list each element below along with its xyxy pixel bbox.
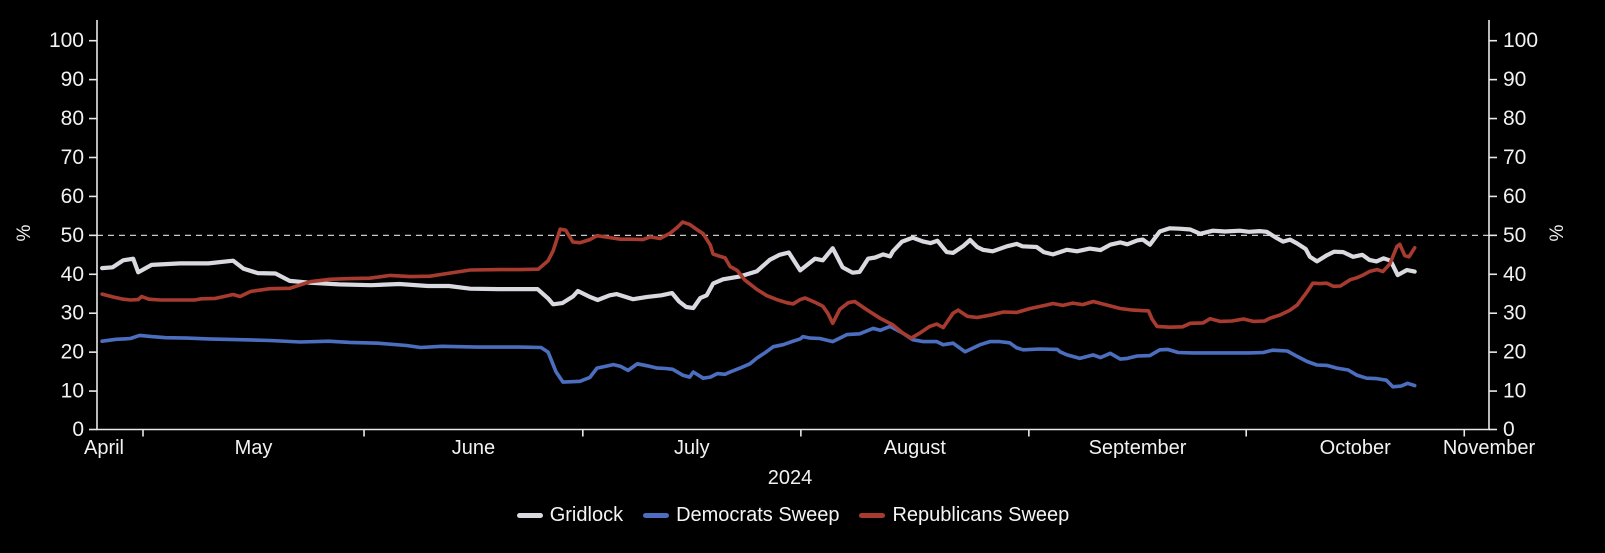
y-tick-label-right-50: 50 bbox=[1503, 224, 1526, 247]
legend-label: Gridlock bbox=[549, 504, 624, 526]
x-month-label-july: July bbox=[674, 437, 710, 459]
y-tick-label-right-70: 70 bbox=[1503, 146, 1526, 169]
legend-swatch-icon bbox=[859, 512, 886, 518]
legend-label: Democrats Sweep bbox=[676, 504, 840, 526]
x-month-label-april: April bbox=[84, 437, 124, 459]
legend-item-gridlock[interactable]: Gridlock bbox=[516, 504, 624, 526]
y-tick-label-left-70: 70 bbox=[61, 146, 84, 169]
y-axis-unit-label-left: % bbox=[14, 224, 35, 241]
y-axis-unit-label-right: % bbox=[1547, 224, 1568, 241]
x-axis-year-label: 2024 bbox=[768, 467, 813, 489]
y-tick-label-left-50: 50 bbox=[61, 224, 84, 247]
y-tick-label-left-0: 0 bbox=[72, 418, 84, 441]
legend-item-republicans-sweep[interactable]: Republicans Sweep bbox=[859, 505, 1069, 525]
series-line-republicans-sweep bbox=[100, 220, 1417, 340]
y-tick-label-right-0: 0 bbox=[1503, 418, 1515, 441]
x-month-label-november: November bbox=[1443, 437, 1536, 459]
y-tick-label-left-40: 40 bbox=[61, 263, 84, 286]
y-tick-label-right-10: 10 bbox=[1503, 380, 1526, 403]
y-tick-label-left-80: 80 bbox=[61, 107, 84, 130]
y-tick-label-right-30: 30 bbox=[1503, 302, 1526, 325]
legend-label: Republicans Sweep bbox=[892, 504, 1070, 526]
y-tick-label-left-10: 10 bbox=[61, 380, 84, 403]
legend-swatch-icon bbox=[516, 512, 543, 518]
y-tick-label-left-90: 90 bbox=[61, 68, 84, 91]
x-month-label-may: May bbox=[235, 437, 273, 459]
x-month-label-october: October bbox=[1320, 437, 1391, 459]
y-tick-label-left-20: 20 bbox=[61, 341, 84, 364]
legend-swatch-icon bbox=[643, 512, 670, 518]
y-tick-label-right-80: 80 bbox=[1503, 107, 1526, 130]
legend-item-democrats-sweep[interactable]: Democrats Sweep bbox=[643, 505, 839, 525]
y-tick-label-left-30: 30 bbox=[61, 302, 84, 325]
series-line-gridlock bbox=[100, 226, 1417, 311]
y-tick-label-right-60: 60 bbox=[1503, 185, 1526, 208]
x-month-label-september: September bbox=[1089, 437, 1187, 459]
series-line-democrats-sweep bbox=[100, 324, 1417, 389]
x-month-label-august: August bbox=[884, 437, 947, 459]
y-tick-label-left-60: 60 bbox=[61, 185, 84, 208]
legend: Gridlock Democrats Sweep Republicans Sweep bbox=[97, 505, 1489, 525]
y-tick-label-left-100: 100 bbox=[49, 29, 84, 52]
y-tick-label-right-40: 40 bbox=[1503, 263, 1526, 286]
x-month-label-june: June bbox=[452, 437, 495, 459]
y-tick-label-right-100: 100 bbox=[1503, 29, 1538, 52]
y-tick-label-right-90: 90 bbox=[1503, 68, 1526, 91]
y-tick-label-right-20: 20 bbox=[1503, 341, 1526, 364]
